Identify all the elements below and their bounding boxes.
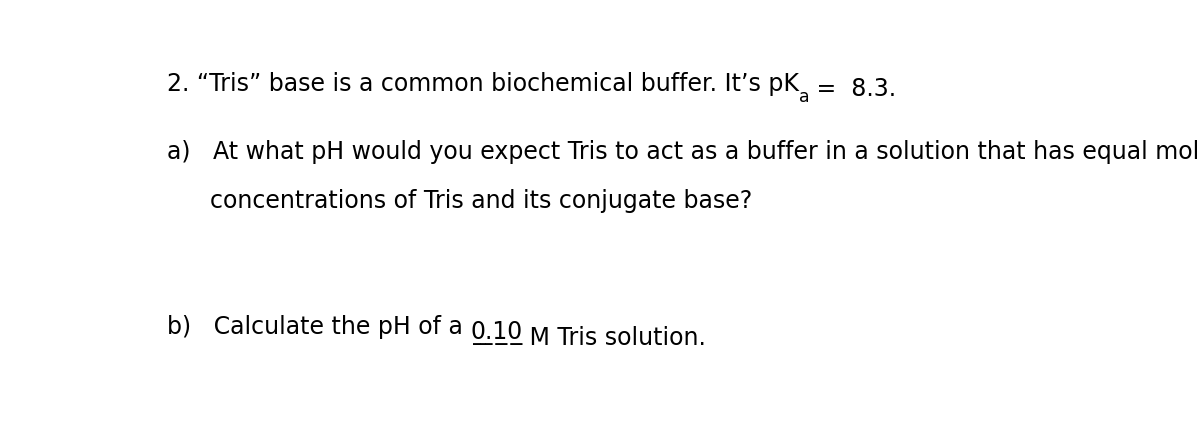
Text: a: a [799, 88, 809, 106]
Text: M Tris solution.: M Tris solution. [522, 325, 707, 349]
Text: b)   Calculate the pH of a: b) Calculate the pH of a [167, 314, 470, 338]
Text: a)   At what pH would you expect Tris to act as a buffer in a solution that has : a) At what pH would you expect Tris to a… [167, 140, 1200, 164]
Text: concentrations of Tris and its conjugate base?: concentrations of Tris and its conjugate… [210, 188, 751, 213]
Text: =  8.3.: = 8.3. [809, 76, 896, 101]
Text: 2. “Tris” base is a common biochemical buffer. It’s pK: 2. “Tris” base is a common biochemical b… [167, 72, 799, 95]
Text: 0̲.̲1̲0̲: 0̲.̲1̲0̲ [470, 320, 522, 344]
